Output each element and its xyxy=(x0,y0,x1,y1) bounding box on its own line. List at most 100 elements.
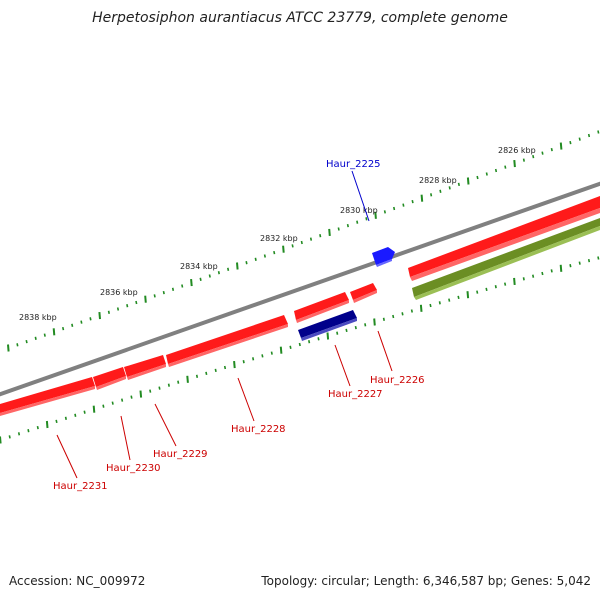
gene-feature-haur-2229 xyxy=(124,355,166,377)
minor-tick xyxy=(261,354,264,358)
minor-tick xyxy=(457,295,460,300)
minor-tick xyxy=(356,220,359,224)
gene-feature-haur-2226 xyxy=(350,283,377,300)
major-tick xyxy=(559,142,563,150)
minor-tick xyxy=(522,277,525,281)
kbp-label: 2828 kbp xyxy=(419,176,457,185)
genome-summary-text: Topology: circular; Length: 6,346,587 bp… xyxy=(261,574,591,588)
map-title: Herpetosiphon aurantiacus ATCC 23779, co… xyxy=(92,10,508,26)
minor-tick xyxy=(365,217,368,221)
gene-label-haur-2231: Haur_2231 xyxy=(53,481,108,492)
major-tick xyxy=(326,332,330,340)
minor-tick xyxy=(410,309,413,313)
major-tick xyxy=(190,279,193,287)
minor-tick xyxy=(298,342,301,347)
minor-tick xyxy=(569,264,572,268)
minor-tick xyxy=(522,158,525,162)
major-tick xyxy=(144,295,147,303)
minor-tick xyxy=(153,294,156,298)
major-tick xyxy=(0,436,2,444)
minor-tick xyxy=(291,244,294,248)
minor-tick xyxy=(300,240,303,245)
minor-tick xyxy=(214,368,217,373)
minor-tick xyxy=(162,290,165,295)
major-tick xyxy=(513,160,516,168)
minor-tick xyxy=(8,435,11,439)
minor-tick xyxy=(597,256,600,260)
minor-tick xyxy=(111,401,114,405)
major-tick xyxy=(139,390,143,398)
major-tick xyxy=(233,361,236,369)
gene-feature-haur-2225 xyxy=(372,247,395,267)
minor-tick xyxy=(308,340,311,344)
gene-labels: Haur_2225 Haur_2226 Haur_2227 Haur_2228 … xyxy=(53,159,425,492)
major-tick xyxy=(374,211,377,219)
major-tick xyxy=(52,328,56,336)
major-tick xyxy=(236,262,239,270)
minor-tick xyxy=(208,274,211,278)
gene-feature-haur-2227-fwd xyxy=(294,292,349,320)
minor-tick xyxy=(36,425,39,430)
minor-tick xyxy=(485,287,488,292)
minor-tick xyxy=(254,257,257,261)
minor-tick xyxy=(102,404,105,408)
minor-tick xyxy=(411,199,414,204)
minor-tick xyxy=(550,269,553,273)
minor-tick xyxy=(485,172,488,176)
minor-tick xyxy=(252,357,255,361)
minor-tick xyxy=(494,285,497,289)
minor-tick xyxy=(135,300,138,305)
minor-tick xyxy=(532,274,535,278)
minor-tick xyxy=(364,323,367,327)
gene-label-haur-2225: Haur_2225 xyxy=(326,159,381,170)
minor-tick xyxy=(402,203,405,207)
label-leaders xyxy=(56,170,393,479)
minor-tick xyxy=(354,325,357,330)
minor-tick xyxy=(55,419,58,424)
accession-text: Accession: NC_009972 xyxy=(9,574,146,588)
minor-tick xyxy=(80,320,83,324)
minor-tick xyxy=(205,371,208,376)
minor-tick xyxy=(34,336,37,340)
minor-tick xyxy=(476,175,479,180)
kbp-label: 2836 kbp xyxy=(100,288,138,297)
minor-tick xyxy=(382,317,385,321)
minor-tick xyxy=(578,261,581,265)
minor-tick xyxy=(199,277,202,281)
minor-tick xyxy=(346,223,349,228)
lower-tick-track xyxy=(0,256,600,444)
reverse-gene-haur-2227 xyxy=(298,310,357,341)
major-tick xyxy=(92,405,96,413)
minor-tick xyxy=(167,383,170,387)
gene-feature-right xyxy=(408,196,600,277)
gene-label-haur-2228: Haur_2228 xyxy=(231,424,286,435)
minor-tick xyxy=(504,282,507,286)
upper-tick-track xyxy=(7,130,600,352)
gene-feature-haur-2230 xyxy=(93,367,126,387)
major-tick xyxy=(279,346,283,354)
major-tick xyxy=(419,304,423,312)
minor-tick xyxy=(504,165,507,169)
minor-tick xyxy=(71,323,74,327)
minor-tick xyxy=(121,398,124,402)
gene-label-haur-2230: Haur_2230 xyxy=(106,463,161,474)
minor-tick xyxy=(289,345,292,349)
major-tick xyxy=(513,277,516,285)
minor-tick xyxy=(181,284,184,288)
minor-tick xyxy=(597,130,600,134)
major-tick xyxy=(559,264,563,272)
kbp-label: 2830 kbp xyxy=(340,206,378,215)
minor-tick xyxy=(336,331,339,335)
kbp-label: 2826 kbp xyxy=(498,146,536,155)
minor-tick xyxy=(476,290,479,294)
gene-feature-haur-2231 xyxy=(0,377,95,413)
gene-feature-haur-2228 xyxy=(166,315,288,364)
minor-tick xyxy=(569,140,572,145)
major-tick xyxy=(466,291,470,299)
minor-tick xyxy=(107,310,110,314)
minor-tick xyxy=(383,210,386,214)
gene-label-haur-2229: Haur_2229 xyxy=(153,449,208,460)
major-tick xyxy=(186,375,189,383)
minor-tick xyxy=(587,258,591,263)
major-tick xyxy=(420,194,424,202)
